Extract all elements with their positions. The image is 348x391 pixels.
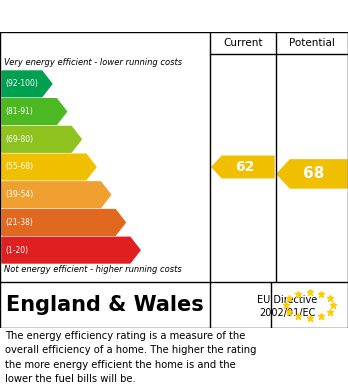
Text: The energy efficiency rating is a measure of the
overall efficiency of a home. T: The energy efficiency rating is a measur…: [5, 331, 256, 384]
Text: EU Directive: EU Directive: [257, 295, 317, 305]
FancyArrow shape: [212, 156, 274, 178]
Text: (92-100): (92-100): [5, 79, 38, 88]
FancyArrow shape: [2, 126, 81, 152]
Text: (1-20): (1-20): [5, 246, 28, 255]
Text: (39-54): (39-54): [5, 190, 33, 199]
FancyArrow shape: [2, 99, 66, 124]
FancyArrow shape: [2, 237, 140, 263]
FancyArrow shape: [2, 182, 111, 208]
FancyArrow shape: [277, 160, 347, 188]
FancyArrow shape: [2, 71, 52, 97]
Text: D: D: [96, 160, 106, 174]
Text: Energy Efficiency Rating: Energy Efficiency Rating: [60, 7, 288, 25]
Text: (81-91): (81-91): [5, 107, 33, 116]
Text: Not energy efficient - higher running costs: Not energy efficient - higher running co…: [4, 265, 182, 274]
Text: B: B: [67, 105, 76, 118]
Text: (69-80): (69-80): [5, 135, 33, 144]
Text: C: C: [82, 133, 91, 146]
Text: E: E: [111, 188, 120, 201]
Text: England & Wales: England & Wales: [6, 295, 204, 315]
Text: 62: 62: [235, 160, 255, 174]
Text: F: F: [126, 216, 135, 229]
FancyArrow shape: [2, 154, 96, 180]
Text: (21-38): (21-38): [5, 218, 33, 227]
Text: Very energy efficient - lower running costs: Very energy efficient - lower running co…: [4, 58, 182, 67]
Text: 2002/91/EC: 2002/91/EC: [259, 308, 315, 318]
FancyArrow shape: [2, 210, 125, 235]
Text: (55-68): (55-68): [5, 163, 33, 172]
Text: 68: 68: [303, 167, 325, 181]
Text: A: A: [52, 77, 62, 90]
Text: G: G: [140, 244, 150, 256]
Text: Current: Current: [223, 38, 263, 48]
Text: Potential: Potential: [289, 38, 335, 48]
